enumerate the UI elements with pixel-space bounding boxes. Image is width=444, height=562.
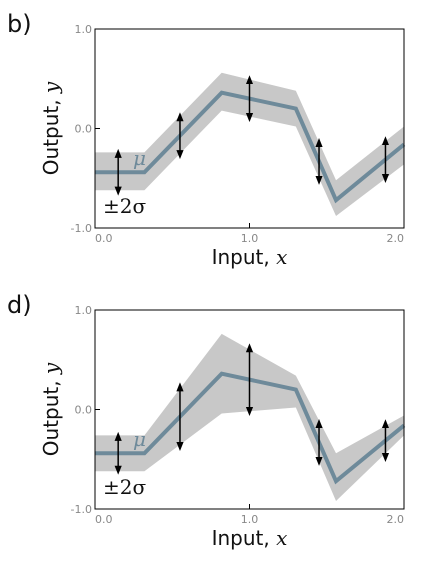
x-axis-title-var: x: [276, 526, 287, 550]
mean-annotation: μ: [133, 427, 146, 451]
chart-panel-b: 0.0 1.0 2.0 -1.0 0.0 1.0 Input, x Output, y b) μ ±…: [7, 10, 406, 269]
chart-panel-d: 0.0 1.0 2.0 -1.0 0.0 1.0 Input, x Output, y d) μ ±…: [0, 281, 444, 562]
y-tick-label: 0.0: [75, 404, 93, 417]
y-tick-label: 1.0: [75, 304, 93, 317]
x-tick-label: 0.0: [95, 232, 113, 245]
y-tick-label: -1.0: [71, 503, 92, 516]
band-annotation: ±2σ: [103, 194, 146, 218]
y-axis-title: Output, y: [39, 81, 63, 175]
y-axis-title-var: y: [39, 362, 63, 375]
mean-line: [95, 90, 406, 204]
x-tick-label: 2.0: [387, 232, 405, 245]
panel-label: d): [7, 291, 32, 319]
mean-line: [95, 371, 406, 485]
x-tick-label: 2.0: [387, 513, 405, 526]
x-axis-title: Input, x: [212, 526, 288, 550]
mean-annotation: μ: [133, 146, 146, 170]
y-tick-label: -1.0: [71, 222, 92, 235]
x-tick-label: 1.0: [241, 513, 259, 526]
x-axis-title-var: x: [276, 245, 287, 269]
x-tick-label: 1.0: [241, 232, 259, 245]
x-axis-title: Input, x: [212, 245, 288, 269]
x-axis-title-text: Input,: [212, 526, 277, 550]
panel-label: b): [7, 10, 32, 38]
y-axis-title-var: y: [39, 81, 63, 94]
y-tick-label: 0.0: [75, 123, 93, 136]
y-axis-title-text: Output,: [39, 374, 63, 456]
x-tick-label: 0.0: [95, 513, 113, 526]
y-axis-title: Output, y: [39, 362, 63, 456]
band-annotation: ±2σ: [103, 475, 146, 499]
y-tick-label: 1.0: [75, 23, 93, 36]
y-axis-title-text: Output,: [39, 93, 63, 175]
x-axis-title-text: Input,: [212, 245, 277, 269]
